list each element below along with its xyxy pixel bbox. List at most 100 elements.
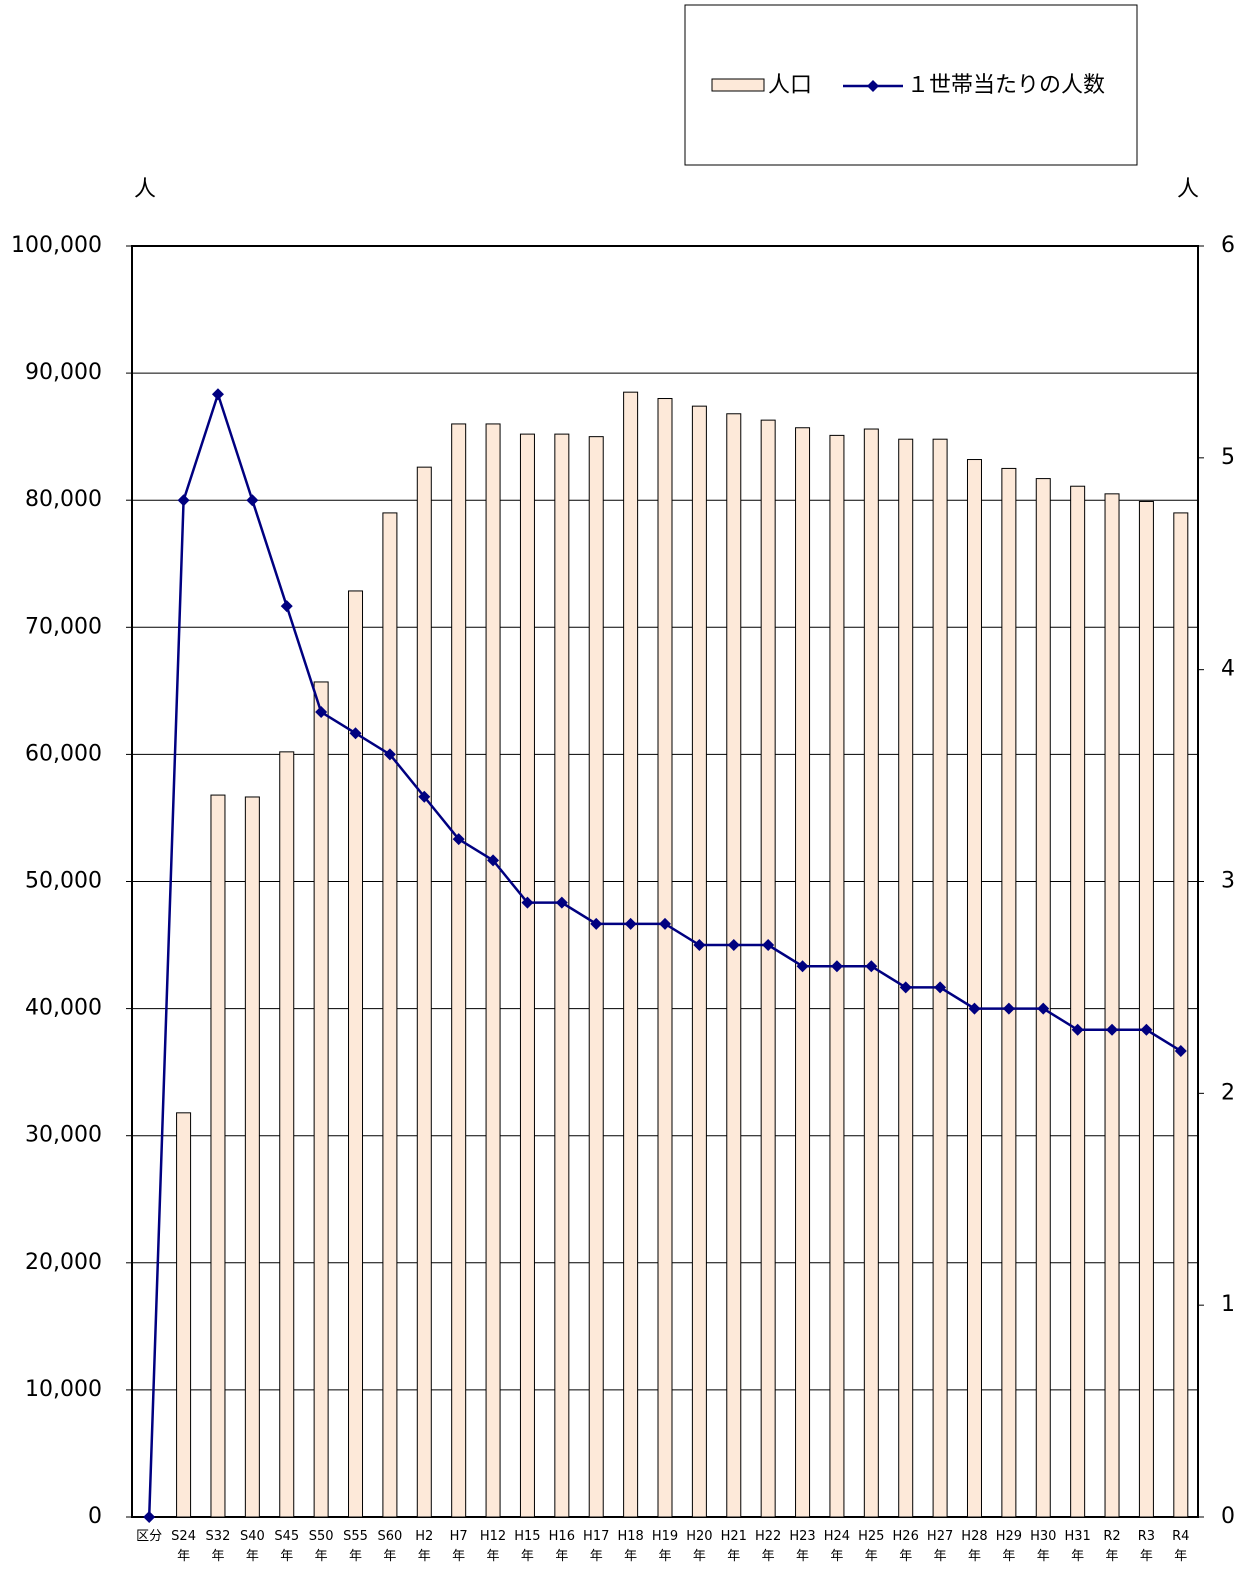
marker bbox=[1174, 1044, 1187, 1057]
x-tick-label: R2年 bbox=[1103, 1529, 1121, 1564]
bar bbox=[898, 438, 914, 1518]
x-tick-label: S50年 bbox=[308, 1529, 334, 1564]
x-tick-label: H31年 bbox=[1064, 1529, 1091, 1564]
x-tick-label: H7年 bbox=[449, 1529, 468, 1564]
x-tick-label: S40年 bbox=[239, 1529, 265, 1564]
marker bbox=[624, 917, 637, 930]
bar bbox=[1173, 512, 1189, 1518]
y2-tick-label: 1 bbox=[1221, 1292, 1235, 1317]
x-tick-label: H24年 bbox=[823, 1529, 851, 1564]
y-tick-label: 40,000 bbox=[25, 996, 102, 1021]
marker bbox=[1140, 1023, 1153, 1036]
bar bbox=[1138, 500, 1154, 1518]
bar bbox=[1070, 485, 1086, 1518]
bar bbox=[623, 391, 639, 1518]
x-tick-label: S55年 bbox=[343, 1529, 368, 1564]
x-tick-label: H25年 bbox=[858, 1529, 885, 1564]
marker bbox=[762, 939, 775, 952]
x-tick-label: H12年 bbox=[479, 1529, 507, 1564]
y2-tick-label: 4 bbox=[1221, 657, 1235, 682]
marker bbox=[865, 960, 878, 973]
bar bbox=[1035, 478, 1051, 1518]
x-tick-label: S60年 bbox=[377, 1529, 403, 1564]
bar bbox=[863, 428, 879, 1518]
bar bbox=[760, 419, 776, 1518]
marker bbox=[487, 854, 500, 867]
x-tick-label: R3年 bbox=[1137, 1529, 1156, 1564]
y-tick-label: 60,000 bbox=[25, 741, 102, 766]
x-tick-label: H2年 bbox=[415, 1529, 434, 1564]
marker bbox=[246, 494, 259, 507]
legend-marker bbox=[867, 80, 879, 92]
marker bbox=[521, 896, 534, 909]
x-tick-label: H19年 bbox=[651, 1529, 679, 1564]
marker bbox=[1002, 1002, 1015, 1015]
bar bbox=[1104, 493, 1120, 1518]
marker bbox=[590, 917, 603, 930]
marker bbox=[968, 1002, 981, 1015]
x-tick-label: H21年 bbox=[720, 1529, 747, 1564]
x-tick-label: H27年 bbox=[926, 1529, 954, 1564]
y-axis-label: 人 bbox=[134, 177, 156, 202]
legend-label: １世帯当たりの人数 bbox=[907, 73, 1105, 98]
bar bbox=[348, 590, 364, 1518]
marker bbox=[555, 896, 568, 909]
bar bbox=[554, 433, 570, 1518]
y2-tick-label: 2 bbox=[1221, 1080, 1235, 1105]
marker bbox=[934, 981, 947, 994]
marker bbox=[211, 388, 224, 401]
y2-axis-label: 人 bbox=[1177, 177, 1199, 202]
bar bbox=[726, 413, 742, 1518]
x-tick-label: H26年 bbox=[892, 1529, 919, 1564]
x-tick-label: H28年 bbox=[961, 1529, 988, 1564]
marker bbox=[177, 494, 190, 507]
y-tick-label: 100,000 bbox=[11, 233, 102, 258]
bar bbox=[1001, 467, 1017, 1518]
bar bbox=[279, 751, 295, 1518]
bar bbox=[932, 438, 948, 1518]
bar bbox=[176, 1112, 192, 1518]
y2-tick-label: 3 bbox=[1221, 869, 1235, 894]
bar bbox=[313, 681, 329, 1518]
marker bbox=[727, 939, 740, 952]
marker bbox=[899, 981, 912, 994]
bar bbox=[829, 434, 845, 1518]
y-tick-label: 30,000 bbox=[25, 1123, 102, 1148]
legend-swatch bbox=[711, 78, 765, 92]
x-tick-label: H18年 bbox=[617, 1529, 644, 1564]
marker bbox=[315, 706, 328, 719]
x-tick-label: S45年 bbox=[274, 1529, 300, 1564]
y2-tick-label: 6 bbox=[1221, 233, 1235, 258]
marker bbox=[418, 790, 431, 803]
marker bbox=[143, 1511, 156, 1523]
x-tick-label: H22年 bbox=[754, 1529, 782, 1564]
y-tick-label: 70,000 bbox=[25, 614, 102, 639]
bar bbox=[588, 436, 604, 1518]
x-tick-label: S24年 bbox=[171, 1529, 196, 1564]
y2-tick-label: 5 bbox=[1221, 445, 1235, 470]
marker bbox=[349, 727, 362, 740]
bar bbox=[485, 423, 501, 1518]
x-tick-label: H29年 bbox=[995, 1529, 1023, 1564]
x-tick-label: H15年 bbox=[514, 1529, 541, 1564]
y-tick-label: 50,000 bbox=[25, 869, 102, 894]
y2-tick-label: 0 bbox=[1221, 1504, 1235, 1529]
marker bbox=[693, 939, 706, 952]
x-tick-label: H17年 bbox=[583, 1529, 610, 1564]
marker bbox=[1106, 1023, 1119, 1036]
marker bbox=[452, 833, 465, 846]
y-tick-label: 10,000 bbox=[25, 1377, 102, 1402]
bar bbox=[244, 796, 260, 1518]
marker bbox=[1037, 1002, 1050, 1015]
x-tick-label: H20年 bbox=[686, 1529, 713, 1564]
x-tick-label: H16年 bbox=[548, 1529, 575, 1564]
x-tick-label: H30年 bbox=[1030, 1529, 1057, 1564]
marker bbox=[830, 960, 843, 973]
marker bbox=[796, 960, 809, 973]
y-tick-label: 80,000 bbox=[25, 487, 102, 512]
bar bbox=[691, 405, 707, 1518]
bar bbox=[966, 459, 982, 1518]
y-tick-label: 90,000 bbox=[25, 360, 102, 385]
